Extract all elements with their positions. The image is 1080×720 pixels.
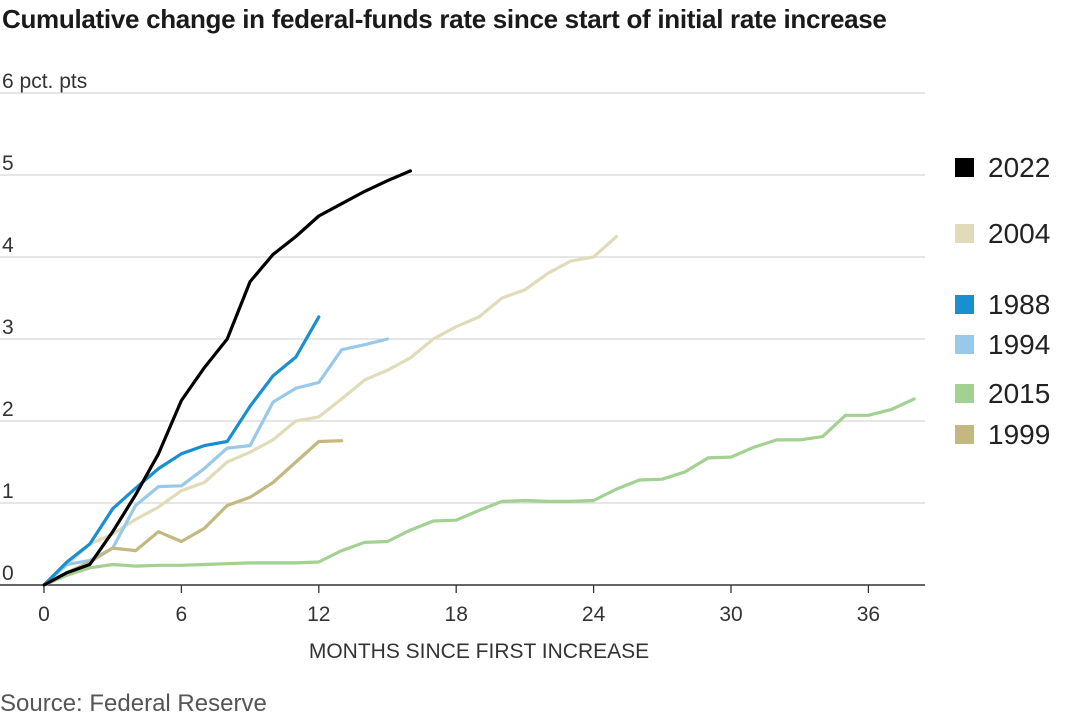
- x-tick-label: 18: [445, 603, 468, 626]
- legend-label: 2004: [988, 218, 1050, 249]
- series-line-1994: [42, 337, 390, 587]
- series-line-1988: [42, 315, 321, 587]
- legend-item-1999: 1999: [955, 419, 1050, 450]
- y-axis-ticks: 0 1 2 3 4 5 6 pct. pts: [2, 70, 87, 585]
- legend-item-2022: 2022: [955, 152, 1050, 183]
- y-tick-label: 0: [2, 562, 14, 585]
- y-tick-label: 5: [2, 152, 14, 175]
- legend-item-1988: 1988: [955, 289, 1050, 320]
- x-tick-label: 12: [307, 603, 330, 626]
- legend-swatch: [955, 384, 974, 403]
- legend-label: 2022: [988, 152, 1050, 183]
- legend-item-2015: 2015: [955, 378, 1050, 409]
- y-tick-label: 6 pct. pts: [2, 70, 87, 93]
- x-tick-label: 30: [719, 603, 742, 626]
- y-tick-label: 3: [2, 316, 14, 339]
- legend-label: 2015: [988, 378, 1050, 409]
- series-line-2004: [42, 234, 619, 587]
- x-axis-label: MONTHS SINCE FIRST INCREASE: [309, 640, 649, 663]
- series-line-2022: [42, 169, 412, 587]
- source-note: Source: Federal Reserve: [0, 690, 267, 717]
- y-tick-label: 1: [2, 480, 14, 503]
- legend-item-1994: 1994: [955, 329, 1050, 360]
- legend-label: 1994: [988, 329, 1050, 360]
- legend-label: 1999: [988, 419, 1050, 450]
- series-line-2015: [42, 397, 916, 587]
- legend-item-2004: 2004: [955, 218, 1050, 249]
- legend-label: 1988: [988, 289, 1050, 320]
- x-tick-label: 0: [38, 603, 50, 626]
- legend: 2022 2004 1988 1994 2015 1999: [955, 152, 1050, 450]
- y-tick-label: 4: [2, 234, 14, 257]
- gridlines: [0, 92, 925, 504]
- legend-swatch: [955, 224, 974, 243]
- legend-swatch: [955, 295, 974, 314]
- series-lines: [42, 169, 916, 587]
- x-tick-label: 36: [857, 603, 880, 626]
- x-tick-label: 6: [176, 603, 188, 626]
- chart-title: Cumulative change in federal-funds rate …: [2, 4, 887, 34]
- y-tick-label: 2: [2, 398, 14, 421]
- legend-swatch: [955, 335, 974, 354]
- legend-swatch: [955, 425, 974, 444]
- legend-swatch: [955, 158, 974, 177]
- x-axis: 0 6 12 18 24 30 36: [0, 584, 925, 626]
- x-tick-label: 24: [582, 603, 606, 626]
